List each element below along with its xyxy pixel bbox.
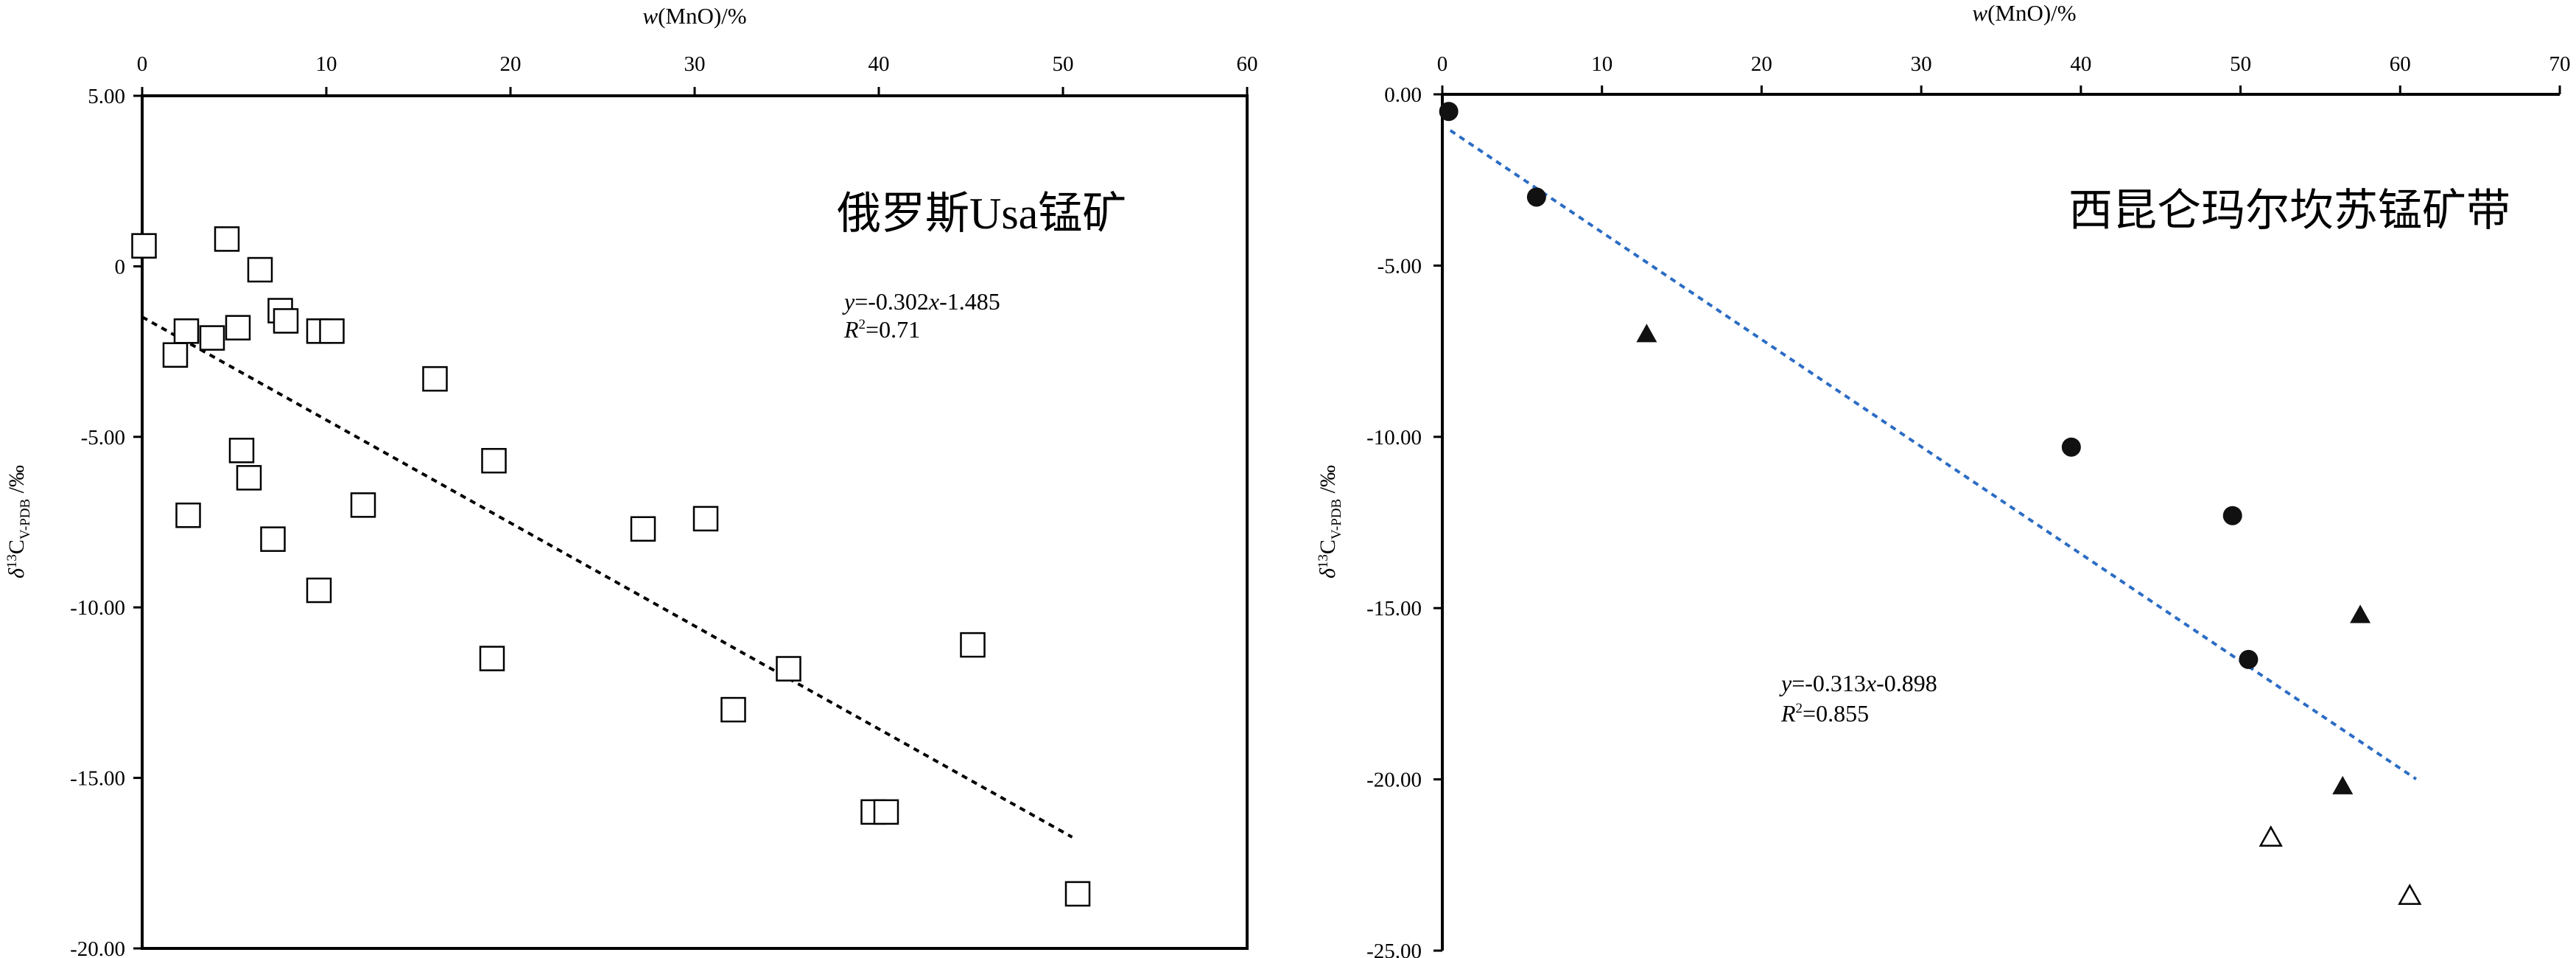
- filled-circle-point: [1439, 102, 1459, 122]
- right-y-tick-label: -5.00: [1378, 254, 1422, 278]
- right-fit-r2: R2=0.855: [1780, 700, 1869, 727]
- left-fit-r2: R2=0.71: [843, 316, 920, 343]
- open-square-point: [175, 502, 201, 528]
- left-regression-line: [141, 315, 1073, 839]
- open-square-point: [260, 526, 286, 552]
- right-y-tick-label: -10.00: [1366, 426, 1422, 450]
- filled-triangle-point: [2350, 604, 2371, 623]
- left-y-axis-title: δ13CV-PDB /‰: [4, 465, 33, 578]
- left-x-axis-title: w(MnO)/%: [642, 3, 746, 29]
- right-x-tick-label: 50: [2230, 52, 2251, 76]
- open-square-point: [422, 366, 448, 392]
- right-y-axis-title: δ13CV-PDB /‰: [1316, 465, 1344, 578]
- open-square-point: [225, 315, 251, 340]
- left-x-tick-label: 50: [1053, 52, 1074, 76]
- right-x-tick-label: 60: [2390, 52, 2411, 76]
- open-square-point: [228, 438, 255, 464]
- filled-circle-point: [2239, 649, 2259, 669]
- left-x-tick-label: 40: [868, 52, 890, 76]
- left-x-tick-label: 0: [137, 52, 148, 76]
- filled-circle-point: [1526, 187, 1546, 207]
- left-x-tick-label: 30: [684, 52, 706, 76]
- filled-circle-point: [2061, 437, 2081, 457]
- open-square-point: [306, 577, 332, 604]
- open-square-point: [247, 256, 273, 283]
- open-square-point: [776, 656, 801, 682]
- right-x-tick-label: 70: [2549, 52, 2571, 76]
- open-square-point: [960, 632, 986, 658]
- right-x-axis-title: w(MnO)/%: [1972, 0, 2076, 26]
- right-x-tick-label: 0: [1437, 52, 1448, 76]
- open-square-point: [273, 308, 299, 334]
- filled-circle-point: [2222, 506, 2242, 525]
- open-square-point: [173, 318, 200, 344]
- right-x-tick-label: 40: [2070, 52, 2091, 76]
- open-triangle-point: [2398, 884, 2422, 905]
- right-y-tick-label: -15.00: [1366, 597, 1422, 620]
- chart-marks-layer: 0 10 20 30 40 50 60 5.00 0 -5.00 -10.00 -15.00 -20.0…: [70, 52, 2570, 958]
- right-y-tick-label: -20.00: [1366, 769, 1422, 792]
- right-x-tick-label: 10: [1591, 52, 1612, 76]
- open-square-point: [214, 226, 240, 252]
- open-square-point: [692, 506, 719, 532]
- open-square-point: [162, 342, 189, 368]
- left-y-tick-label: -20.00: [70, 937, 125, 958]
- left-y-tick-label: -10.00: [70, 596, 125, 620]
- right-x-tick-label: 30: [1911, 52, 1932, 76]
- open-square-point: [873, 799, 899, 825]
- right-x-tick-label: 20: [1751, 52, 1772, 76]
- left-y-tick-label: 5.00: [88, 85, 125, 108]
- right-y-tick-label: -25.00: [1366, 940, 1422, 958]
- open-square-point: [479, 646, 505, 671]
- open-square-point: [630, 516, 656, 542]
- open-square-point: [131, 233, 157, 259]
- filled-triangle-point: [2332, 775, 2354, 794]
- left-y-tick-label: -5.00: [81, 426, 125, 450]
- open-square-point: [236, 465, 262, 491]
- filled-triangle-point: [1636, 324, 1657, 343]
- left-fit-equation: y=-0.302x-1.485: [842, 288, 1000, 315]
- right-fit-equation: y=-0.313x-0.898: [1779, 670, 1937, 696]
- left-y-tick-label: -15.00: [70, 767, 125, 791]
- open-square-point: [199, 325, 225, 351]
- left-x-tick-label: 60: [1237, 52, 1258, 76]
- open-square-point: [481, 447, 507, 474]
- right-scatter-chart: w(MnO)/% δ13CV-PDB /‰ 西昆仑玛尔坎苏锰矿带 y=-0.31…: [1316, 0, 2560, 951]
- open-square-point: [350, 492, 376, 518]
- left-x-tick-label: 10: [316, 52, 337, 76]
- open-square-point: [1064, 881, 1091, 907]
- right-y-tick-label: 0.00: [1384, 83, 1422, 107]
- left-scatter-chart: w(MnO)/% δ13CV-PDB /‰ 俄罗斯Usa锰矿 y=-0.302x…: [4, 3, 1249, 950]
- left-y-tick-label: 0: [115, 255, 126, 279]
- left-chart-annotation: 俄罗斯Usa锰矿: [837, 189, 1126, 238]
- open-square-point: [319, 318, 345, 344]
- right-chart-annotation: 西昆仑玛尔坎苏锰矿带: [2068, 186, 2510, 235]
- open-triangle-point: [2259, 825, 2283, 847]
- left-x-tick-label: 20: [500, 52, 522, 76]
- open-square-point: [720, 696, 746, 723]
